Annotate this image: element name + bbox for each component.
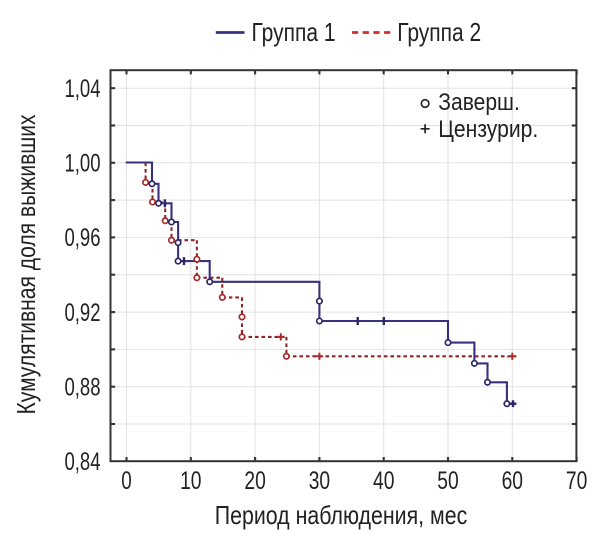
svg-text:Цензурир.: Цензурир.: [438, 116, 538, 143]
svg-text:50: 50: [437, 467, 458, 495]
svg-text:70: 70: [566, 467, 587, 495]
svg-text:10: 10: [180, 467, 201, 495]
svg-text:Группа 2: Группа 2: [397, 17, 481, 47]
svg-text:20: 20: [244, 467, 265, 495]
svg-text:0,88: 0,88: [65, 374, 101, 402]
svg-text:Период наблюдения, мес: Период наблюдения, мес: [215, 500, 468, 530]
svg-text:0,96: 0,96: [65, 224, 101, 252]
svg-text:60: 60: [502, 467, 523, 495]
svg-text:0,92: 0,92: [65, 299, 101, 327]
svg-text:1,00: 1,00: [65, 150, 101, 178]
svg-text:Группа 1: Группа 1: [252, 17, 336, 47]
svg-text:30: 30: [309, 467, 330, 495]
svg-text:40: 40: [373, 467, 394, 495]
svg-text:Кумулятивная доля выживших: Кумулятивная доля выживших: [11, 115, 41, 415]
svg-text:1,04: 1,04: [65, 75, 101, 103]
svg-text:Заверш.: Заверш.: [438, 89, 520, 116]
svg-text:0,84: 0,84: [65, 448, 101, 476]
svg-text:0: 0: [121, 467, 132, 495]
